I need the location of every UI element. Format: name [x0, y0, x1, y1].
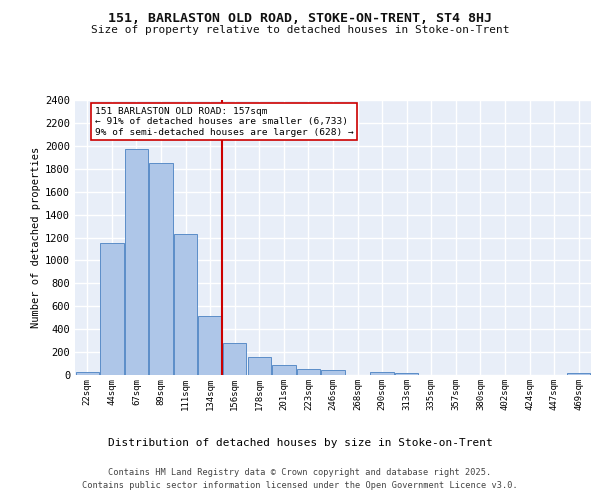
Bar [125, 150, 148, 375]
Bar [174, 234, 197, 375]
Bar [149, 163, 173, 375]
Text: Size of property relative to detached houses in Stoke-on-Trent: Size of property relative to detached ho… [91, 25, 509, 35]
Text: Contains HM Land Registry data © Crown copyright and database right 2025.: Contains HM Land Registry data © Crown c… [109, 468, 491, 477]
Text: Distribution of detached houses by size in Stoke-on-Trent: Distribution of detached houses by size … [107, 438, 493, 448]
Bar [199, 316, 222, 375]
Text: 151, BARLASTON OLD ROAD, STOKE-ON-TRENT, ST4 8HJ: 151, BARLASTON OLD ROAD, STOKE-ON-TRENT,… [108, 12, 492, 26]
Text: Contains public sector information licensed under the Open Government Licence v3: Contains public sector information licen… [82, 480, 518, 490]
Bar [76, 372, 99, 375]
Bar [322, 370, 344, 375]
Bar [223, 344, 247, 375]
Bar [297, 370, 320, 375]
Bar [100, 243, 124, 375]
Bar [370, 372, 394, 375]
Text: 151 BARLASTON OLD ROAD: 157sqm
← 91% of detached houses are smaller (6,733)
9% o: 151 BARLASTON OLD ROAD: 157sqm ← 91% of … [95, 107, 353, 136]
Bar [567, 374, 590, 375]
Bar [395, 374, 418, 375]
Bar [248, 357, 271, 375]
Bar [272, 364, 296, 375]
Y-axis label: Number of detached properties: Number of detached properties [31, 147, 41, 328]
